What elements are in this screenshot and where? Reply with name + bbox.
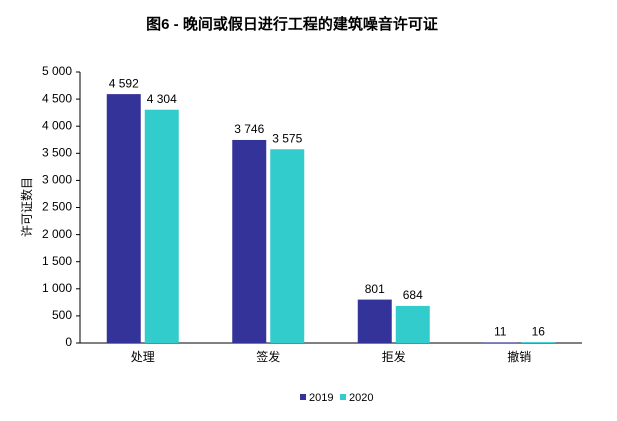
y-tick-label: 3 000: [42, 173, 72, 187]
y-tick-label: 4 000: [42, 118, 72, 132]
bar: [395, 305, 430, 343]
bar: [483, 342, 518, 343]
x-tick-label: 签发: [256, 349, 280, 364]
y-tick-label: 2 000: [42, 227, 72, 241]
bar: [521, 342, 556, 343]
legend-label: 2019: [309, 392, 333, 404]
bar: [232, 139, 267, 343]
bar: [270, 149, 305, 343]
bar: [357, 299, 392, 343]
y-tick-label: 500: [52, 308, 72, 322]
legend-swatch: [340, 394, 346, 400]
value-label: 684: [403, 288, 423, 302]
y-tick-label: 1 000: [42, 281, 72, 295]
x-tick-label: 拒发: [382, 349, 406, 364]
y-tick-label: 3 500: [42, 145, 72, 159]
y-tick-label: 5 000: [42, 64, 72, 78]
legend-swatch: [300, 394, 306, 400]
y-tick-label: 2 500: [42, 200, 72, 214]
x-tick-label: 撤销: [507, 349, 531, 364]
value-label: 11: [494, 325, 507, 339]
y-axis-label: 许可证数目: [19, 177, 34, 237]
bar: [144, 109, 179, 343]
bar: [106, 94, 141, 343]
y-tick-label: 1 500: [42, 254, 72, 268]
value-label: 4 304: [147, 92, 177, 106]
y-tick-label: 4 500: [42, 91, 72, 105]
legend-label: 2020: [349, 392, 373, 404]
value-label: 801: [365, 282, 385, 296]
value-label: 3 575: [272, 131, 302, 145]
value-label: 16: [532, 324, 546, 338]
chart-title: 图6 - 晚间或假日进行工程的建筑噪音许可证: [146, 15, 438, 33]
value-label: 4 592: [109, 76, 139, 90]
y-tick-label: 0: [65, 335, 72, 349]
x-tick-label: 处理: [131, 350, 155, 364]
value-label: 3 746: [234, 122, 264, 136]
